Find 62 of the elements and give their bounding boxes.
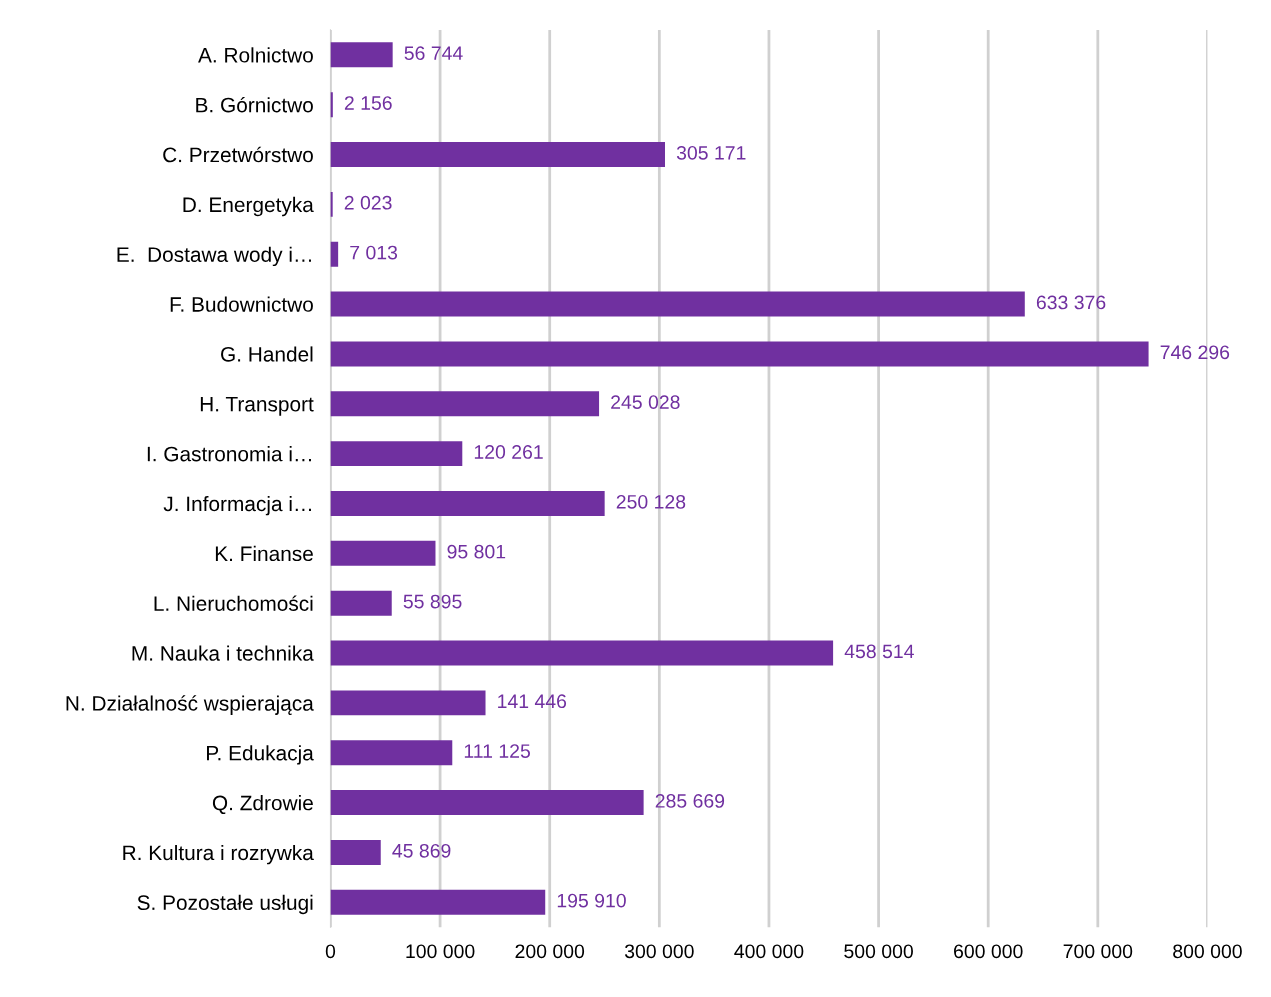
x-tick-label: 300 000: [624, 944, 694, 959]
bar: [330, 42, 393, 68]
bar: [330, 191, 333, 217]
y-tick-label: R. Kultura i rozrywka: [123, 844, 314, 865]
x-tick-label: 600 000: [954, 944, 1023, 959]
x-tick-label: 0: [325, 944, 336, 959]
data-label: 746 296: [1160, 345, 1230, 360]
y-tick-label: N. Działalność wspierająca: [66, 695, 314, 715]
bar: [330, 540, 436, 566]
data-label: 2 156: [344, 96, 392, 110]
bar: [330, 291, 1025, 317]
bar: [330, 839, 381, 865]
y-tick-label: K. Finanse: [215, 545, 313, 562]
bar: [330, 391, 600, 417]
y-tick-label: S. Pozostałe usługi: [137, 894, 313, 915]
x-tick-label: 200 000: [515, 944, 585, 959]
data-label: 7 013: [350, 245, 398, 260]
data-label: 141 446: [498, 694, 567, 709]
y-tick-label: A. Rolnictwo: [198, 47, 313, 63]
data-label: 285 669: [655, 794, 725, 808]
y-tick-label: D. Energetyka: [183, 196, 314, 217]
x-tick-label: 500 000: [844, 944, 913, 959]
bar: [330, 640, 834, 666]
bar: [330, 690, 486, 716]
y-tick-label: Q. Zdrowie: [212, 795, 313, 815]
bar: [330, 491, 605, 516]
data-label: 305 171: [676, 145, 746, 160]
x-tick-label: 400 000: [734, 944, 804, 959]
y-tick-label: L. Nieruchomości: [154, 595, 313, 611]
y-tick-label: H. Transport: [200, 397, 314, 416]
data-label: 245 028: [611, 395, 680, 409]
y-tick-label: F. Budownictwo: [170, 296, 313, 312]
y-tick-label: B. Górnictwo: [196, 96, 313, 113]
x-tick-label: 800 000: [1173, 944, 1242, 959]
y-tick-label: J. Informacja i…: [163, 495, 311, 516]
data-label: 250 128: [616, 494, 686, 509]
y-tick-label: G. Handel: [221, 346, 313, 362]
bar: [330, 889, 546, 915]
data-label: 458 514: [844, 644, 914, 659]
data-label: 111 125: [464, 744, 530, 758]
y-tick-label: E. Dostawa wody i…: [117, 246, 311, 267]
x-tick-label: 700 000: [1063, 944, 1133, 959]
bar: [330, 341, 1149, 367]
bar: [330, 441, 463, 467]
data-label: 120 261: [474, 445, 543, 459]
data-label: 55 895: [403, 594, 462, 609]
bar: [330, 590, 392, 616]
data-label: 56 744: [404, 46, 463, 61]
bar: [330, 790, 644, 816]
data-label: 45 869: [392, 843, 451, 858]
y-tick-label: I. Gastronomia i…: [147, 446, 311, 462]
x-tick-label: 100 000: [406, 944, 475, 959]
y-tick-label: C. Przetwórstwo: [163, 146, 313, 163]
bar: [330, 142, 665, 167]
data-label: 95 801: [447, 544, 506, 559]
bar: [330, 241, 339, 267]
y-tick-label: M. Nauka i technika: [132, 645, 314, 661]
y-tick-label: P. Edukacja: [207, 745, 314, 765]
data-label: 2 023: [344, 195, 392, 210]
data-label: 195 910: [557, 893, 626, 908]
bar: [330, 740, 453, 766]
data-label: 633 376: [1036, 295, 1106, 310]
